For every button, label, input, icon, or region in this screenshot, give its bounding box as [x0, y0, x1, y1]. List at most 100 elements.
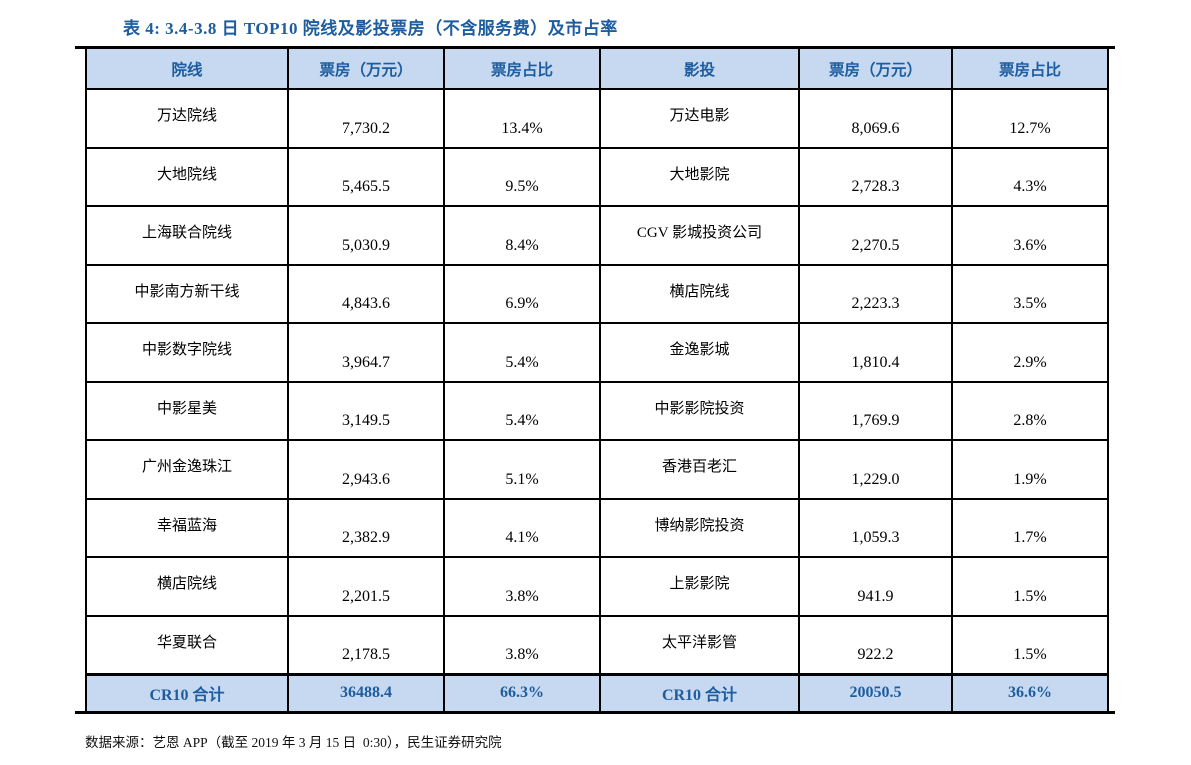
cell-investor: CGV 影城投资公司 [599, 205, 800, 266]
cell-value: 万达电影 [669, 108, 730, 125]
cell-chain-share: 3.8% [443, 614, 601, 675]
cell-chain-share: 13.4% [443, 88, 601, 149]
table-row: 中影星美 3,149.5 5.4% 中影影院投资 1,769.9 2.8% [85, 380, 1109, 441]
cell-value: 博纳影院投资 [654, 517, 745, 534]
cell-value: 2.8% [1013, 412, 1047, 429]
cell-value: 2,270.5 [851, 236, 900, 254]
header-investor-boxoffice: 票房（万元） [798, 49, 953, 90]
cell-value: 2,728.3 [851, 178, 900, 195]
cell-value: 1.5% [1013, 645, 1047, 663]
table-title: 表 4: 3.4-3.8 日 TOP10 院线及影投票房（不含服务费）及市占率 [123, 19, 618, 38]
cell-value: 太平洋影管 [661, 634, 737, 651]
boxoffice-table: 院线 票房（万元） 票房占比 影投 票房（万元） 票房占比 万达院线 7,730… [85, 49, 1109, 711]
total-value: 66.3% [500, 684, 544, 702]
table-body: 万达院线 7,730.2 13.4% 万达电影 8,069.6 12.7% 大地… [85, 88, 1109, 675]
cell-value: 华夏联合 [156, 634, 217, 651]
cell-investor-share: 4.3% [951, 146, 1109, 207]
cell-investor: 横店院线 [599, 263, 800, 324]
cell-value: 中影数字院线 [141, 342, 232, 359]
cell-chain-share: 5.4% [443, 322, 601, 383]
total-chain-boxoffice: 36488.4 [287, 672, 445, 711]
cell-value: 香港百老汇 [661, 459, 737, 476]
cell-value: CGV 影城投资公司 [636, 225, 763, 242]
cell-value: 922.2 [857, 645, 894, 663]
cell-chain-share: 5.1% [443, 439, 601, 500]
cell-value: 3.8% [505, 587, 539, 605]
cell-cinema-chain: 中影南方新干线 [85, 263, 289, 324]
cell-chain-boxoffice: 5,465.5 [287, 146, 445, 207]
table-row: 上海联合院线 5,030.9 8.4% CGV 影城投资公司 2,270.5 3… [85, 205, 1109, 266]
cell-value: 3,149.5 [342, 412, 390, 429]
cell-chain-share: 6.9% [443, 263, 601, 324]
cell-value: 1,059.3 [851, 529, 900, 546]
cell-value: 2,223.3 [851, 295, 900, 312]
cell-value: 3.6% [1013, 236, 1047, 254]
total-investor-boxoffice: 20050.5 [798, 672, 953, 711]
cell-investor-boxoffice: 1,769.9 [798, 380, 953, 441]
table-row: 中影数字院线 3,964.7 5.4% 金逸影城 1,810.4 2.9% [85, 322, 1109, 383]
header-label: 院线 [171, 61, 203, 79]
cell-value: 万达院线 [156, 108, 217, 125]
cell-cinema-chain: 大地院线 [85, 146, 289, 207]
cell-value: 5.4% [505, 353, 539, 371]
cell-value: 3.8% [505, 645, 539, 663]
header-label: 影投 [683, 61, 715, 79]
cell-cinema-chain: 广州金逸珠江 [85, 439, 289, 500]
cell-value: 幸福蓝海 [156, 517, 217, 534]
header-label: 票房（万元） [828, 61, 922, 79]
cell-value: 7,730.2 [342, 119, 390, 137]
cell-chain-boxoffice: 2,382.9 [287, 497, 445, 558]
cell-value: 4.3% [1013, 178, 1047, 195]
cell-investor-share: 12.7% [951, 88, 1109, 149]
cell-chain-share: 8.4% [443, 205, 601, 266]
total-investor-label: CR10 合计 [599, 672, 800, 711]
cell-investor-boxoffice: 1,059.3 [798, 497, 953, 558]
header-chain-boxoffice: 票房（万元） [287, 49, 445, 90]
cell-cinema-chain: 中影数字院线 [85, 322, 289, 383]
total-chain-share: 66.3% [443, 672, 601, 711]
cell-value: 2.9% [1013, 353, 1047, 371]
cell-investor-share: 1.5% [951, 614, 1109, 675]
cell-value: 2,178.5 [342, 645, 390, 663]
cell-investor: 博纳影院投资 [599, 497, 800, 558]
cell-value: 6.9% [505, 295, 539, 312]
cell-investor: 上影影院 [599, 556, 800, 617]
cell-investor-share: 3.5% [951, 263, 1109, 324]
cell-investor-boxoffice: 2,728.3 [798, 146, 953, 207]
cell-cinema-chain: 横店院线 [85, 556, 289, 617]
cell-value: 5.4% [505, 412, 539, 429]
cell-chain-share: 9.5% [443, 146, 601, 207]
header-label: 票房（万元） [319, 61, 413, 79]
top-rule-divider [75, 46, 1115, 49]
cell-chain-share: 4.1% [443, 497, 601, 558]
cell-chain-boxoffice: 2,178.5 [287, 614, 445, 675]
table-row: 中影南方新干线 4,843.6 6.9% 横店院线 2,223.3 3.5% [85, 263, 1109, 324]
cell-investor-boxoffice: 8,069.6 [798, 88, 953, 149]
cell-value: 横店院线 [156, 576, 217, 593]
cell-value: 1,810.4 [851, 353, 900, 371]
cell-value: 1,769.9 [851, 412, 900, 429]
cell-value: 12.7% [1009, 119, 1051, 137]
cell-investor-boxoffice: 2,223.3 [798, 263, 953, 324]
header-chain-share: 票房占比 [443, 49, 601, 90]
cell-investor-boxoffice: 1,810.4 [798, 322, 953, 383]
cell-chain-share: 5.4% [443, 380, 601, 441]
header-label: 票房占比 [998, 61, 1061, 79]
table-row: 万达院线 7,730.2 13.4% 万达电影 8,069.6 12.7% [85, 88, 1109, 149]
cell-value: 上影影院 [669, 576, 730, 593]
header-cinema-chain: 院线 [85, 49, 289, 90]
cell-value: 9.5% [505, 178, 539, 195]
cell-value: 中影影院投资 [654, 400, 745, 417]
cell-value: 4,843.6 [342, 295, 390, 312]
total-value: 36488.4 [340, 684, 392, 702]
cell-value: 1.9% [1013, 470, 1047, 488]
cell-chain-boxoffice: 3,149.5 [287, 380, 445, 441]
table-footer: CR10 合计 36488.4 66.3% CR10 合计 20050.5 36… [85, 672, 1109, 711]
table-row: 大地院线 5,465.5 9.5% 大地影院 2,728.3 4.3% [85, 146, 1109, 207]
cell-investor-share: 2.9% [951, 322, 1109, 383]
cell-value: 大地影院 [669, 166, 730, 183]
cell-investor-share: 2.8% [951, 380, 1109, 441]
table-row: 幸福蓝海 2,382.9 4.1% 博纳影院投资 1,059.3 1.7% [85, 497, 1109, 558]
total-value: CR10 合计 [661, 687, 738, 705]
cell-investor: 太平洋影管 [599, 614, 800, 675]
